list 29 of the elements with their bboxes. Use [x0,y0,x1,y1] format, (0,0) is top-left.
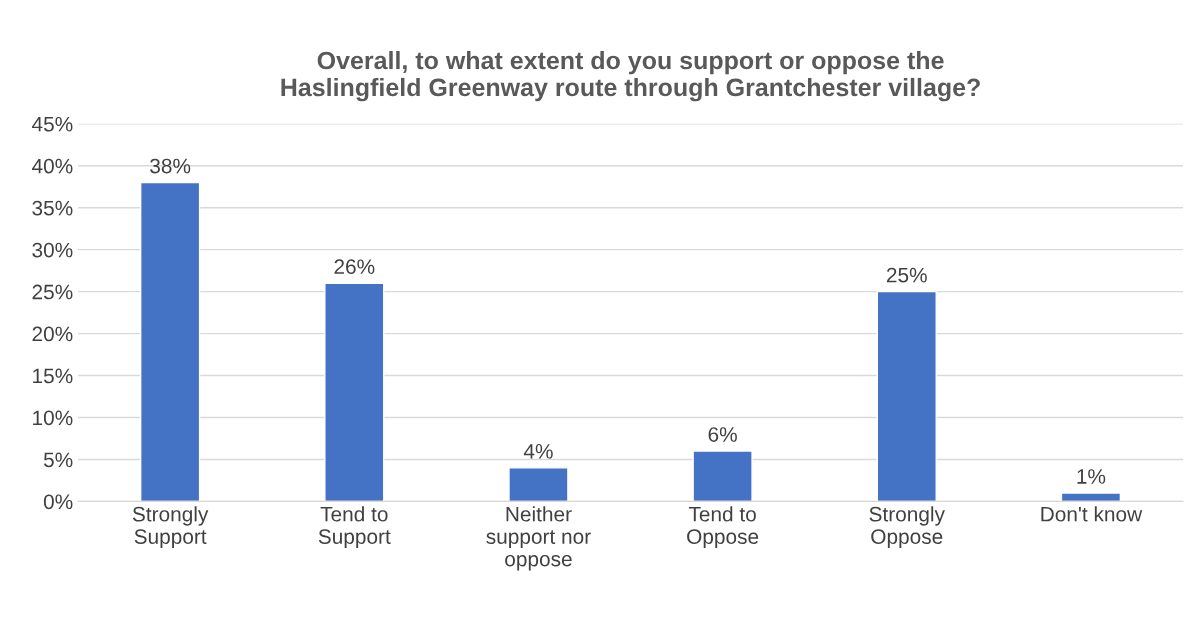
y-tick-label: 20% [32,326,73,342]
data-label: 1% [1077,469,1106,484]
data-label: 6% [708,427,737,442]
y-tick-label: 15% [33,368,73,384]
y-tick-label: 35% [32,200,73,216]
y-tick-label: 10% [33,410,73,426]
x-tick-label: Tend to Oppose [687,506,759,549]
y-tick-label: 45% [31,116,73,132]
bar [508,467,569,502]
data-label: 25% [886,267,927,283]
y-tick-label: 0% [43,494,73,510]
y-tick-label: 25% [32,284,73,300]
data-label: 26% [334,259,375,275]
data-label: 38% [150,158,191,174]
x-tick-label: Strongly Oppose [869,506,945,549]
chart-title: Overall, to what extent do you support or oppose the Haslingfield Greenway route through Grantchester village? [281,50,980,102]
x-tick-label: Neither support nor oppose [486,506,591,571]
x-tick-label: Tend to Support [318,506,391,549]
x-tick-label: Don't know [1041,506,1143,522]
bar [139,181,201,502]
bar [324,282,385,502]
bar [876,290,937,502]
y-tick-label: 30% [32,242,73,258]
data-label: 4% [523,444,553,459]
y-tick-label: 40% [31,158,73,174]
bar [1060,492,1122,502]
bar [692,450,753,502]
x-tick-label: Strongly Support [132,506,209,549]
y-tick-label: 5% [43,452,73,468]
